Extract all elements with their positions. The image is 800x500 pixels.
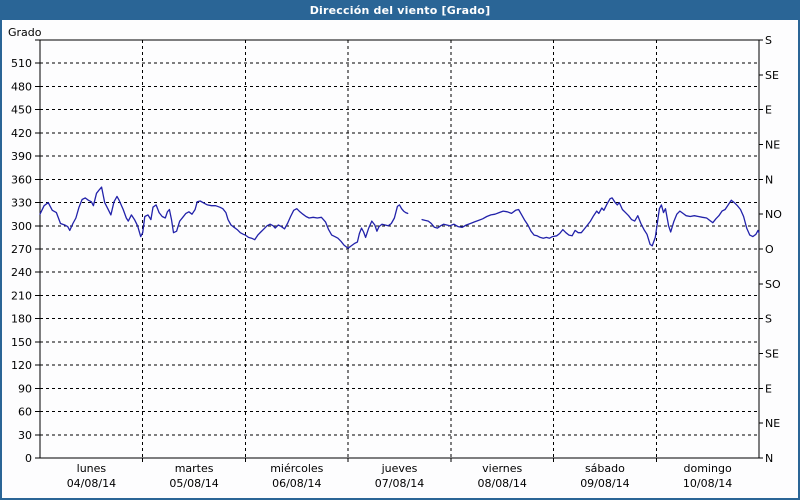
x-axis-day-label: sábado [585, 462, 625, 475]
compass-tick-label: N [765, 452, 773, 465]
y-axis-tick-label: 510 [11, 57, 32, 70]
compass-tick-label: SO [765, 278, 781, 291]
y-axis-tick-label: 480 [11, 80, 32, 93]
y-axis-tick-label: 390 [11, 150, 32, 163]
compass-tick-label: SE [765, 69, 779, 82]
plot-border [39, 39, 760, 459]
x-axis-day-label: miércoles [270, 462, 323, 475]
x-axis-day-label: viernes [482, 462, 522, 475]
x-axis-date-label: 09/08/14 [580, 477, 629, 490]
y-axis-tick-label: 330 [11, 197, 32, 210]
y-axis-tick-label: 210 [11, 289, 32, 302]
x-axis-day-label: domingo [684, 462, 732, 475]
compass-tick-label: E [765, 104, 772, 117]
compass-tick-label: N [765, 173, 773, 186]
x-axis-date-label: 10/08/14 [683, 477, 732, 490]
y-axis-tick-label: 300 [11, 220, 32, 233]
compass-tick-label: O [765, 243, 774, 256]
y-axis-tick-label: 360 [11, 173, 32, 186]
x-axis-day-label: lunes [77, 462, 107, 475]
y-axis-tick-label: 450 [11, 104, 32, 117]
y-axis-tick-label: 270 [11, 243, 32, 256]
compass-tick-label: S [765, 313, 772, 326]
y-axis-tick-label: 0 [25, 452, 32, 465]
x-axis-date-label: 08/08/14 [477, 477, 526, 490]
y-axis-tick-label: 30 [18, 429, 32, 442]
y-axis-title: Grado [8, 26, 42, 39]
x-axis-date-label: 07/08/14 [375, 477, 424, 490]
wind-direction-series-line [39, 186, 760, 249]
y-axis-tick-label: 180 [11, 313, 32, 326]
compass-tick-label: NE [765, 417, 780, 430]
x-axis-date-label: 06/08/14 [272, 477, 321, 490]
x-axis-date-label: 05/08/14 [169, 477, 218, 490]
x-axis-day-label: jueves [381, 462, 418, 475]
compass-tick-label: E [765, 382, 772, 395]
y-axis-tick-label: 150 [11, 336, 32, 349]
chart-canvas: 0 30 60 90 120 150 180 210 240 270 300 330 360 390 420… [8, 26, 782, 490]
window-title: Dirección del viento [Grado] [309, 4, 491, 17]
x-axis-date-label: 04/08/14 [67, 477, 116, 490]
x-axis-day-label: martes [175, 462, 214, 475]
compass-tick-label: SE [765, 348, 779, 361]
compass-tick-label: NO [765, 208, 782, 221]
y-axis-tick-label: 120 [11, 359, 32, 372]
y-axis-tick-label: 240 [11, 266, 32, 279]
window-titlebar: Dirección del viento [Grado] [2, 2, 798, 20]
y-axis-tick-label: 90 [18, 382, 32, 395]
y-axis-tick-label: 60 [18, 406, 32, 419]
compass-tick-label: NE [765, 139, 780, 152]
compass-tick-label: S [765, 34, 772, 47]
y-axis-tick-label: 420 [11, 127, 32, 140]
